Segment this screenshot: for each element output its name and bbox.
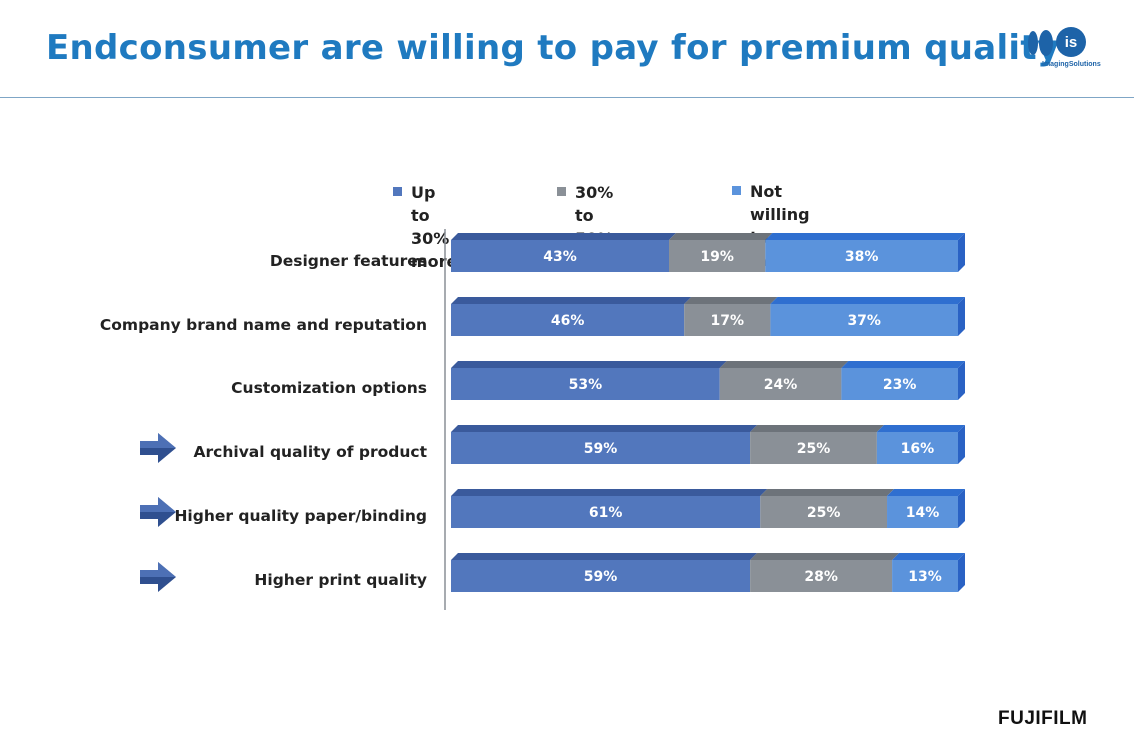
bar-side-face [958, 297, 965, 336]
bar-segment [719, 368, 842, 400]
data-label: 38% [845, 249, 879, 265]
title-divider [0, 97, 1134, 98]
data-label: 25% [797, 441, 831, 457]
bar-side-face [958, 489, 965, 528]
bar-side-face [958, 233, 965, 272]
category-label: Company brand name and reputation [99, 316, 427, 334]
category-label: Higher quality paper/binding [174, 507, 427, 525]
bar-segment-top [750, 425, 884, 432]
arrow-right-icon [140, 497, 176, 527]
bar-segment [669, 240, 766, 272]
bar-segment [451, 496, 761, 528]
bar-segment [750, 432, 877, 464]
bar-segment-top [765, 233, 965, 240]
bar-segment-top [669, 233, 773, 240]
arrow-right-icon [140, 433, 176, 463]
arrow-right-icon [140, 562, 176, 592]
data-label: 13% [908, 569, 942, 585]
data-label: 43% [543, 249, 577, 265]
logo-text: ImagingSolutions [1042, 61, 1101, 68]
bar-segment [451, 432, 751, 464]
category-label: Higher print quality [254, 571, 427, 589]
bar-segment [887, 496, 958, 528]
bar-segment-top [876, 425, 965, 432]
legend-swatch [393, 187, 402, 196]
data-label: 19% [700, 249, 734, 265]
data-label: 59% [584, 441, 618, 457]
bar-segment-top [451, 553, 758, 560]
bar-segment [451, 560, 751, 592]
data-label: 16% [901, 441, 935, 457]
bar-segment-top [451, 489, 768, 496]
data-label: 59% [584, 569, 618, 585]
category-label: Designer features [269, 252, 427, 270]
bar-segment [684, 304, 771, 336]
bar-segment-top [760, 489, 895, 496]
bar-segment-top [451, 297, 692, 304]
data-label: 17% [711, 313, 745, 329]
legend-swatch [732, 186, 741, 195]
bar-segment-top [892, 553, 965, 560]
bar-side-face [958, 553, 965, 592]
data-label: 24% [764, 377, 798, 393]
bar-segment-top [719, 361, 849, 368]
bar-segment-top [684, 297, 778, 304]
bar-segment-top [451, 361, 727, 368]
bar-segment-top [451, 233, 677, 240]
legend-swatch [557, 187, 566, 196]
bar-segment [451, 304, 685, 336]
logo-mark-text: is [1065, 34, 1078, 51]
bar-side-face [958, 425, 965, 464]
bar-segment [750, 560, 893, 592]
bar-segment-top [750, 553, 900, 560]
category-label: Customization options [231, 379, 427, 397]
legend-label: Up to 30% more [411, 183, 458, 271]
bar-segment-top [451, 425, 758, 432]
data-label: 14% [906, 505, 940, 521]
data-label: 25% [807, 505, 841, 521]
data-label: 23% [883, 377, 917, 393]
data-label: 28% [804, 569, 838, 585]
page-title: Endconsumer are willing to pay for premi… [46, 28, 1060, 68]
bar-segment [876, 432, 958, 464]
category-label: Archival quality of product [193, 443, 427, 461]
imaging-solutions-logo: is [1028, 27, 1086, 57]
bar-segment [451, 240, 670, 272]
data-label: 61% [589, 505, 623, 521]
data-label: 53% [569, 377, 603, 393]
fujifilm-logo: FUJIFILM [998, 708, 1088, 729]
bar-segment [760, 496, 888, 528]
bar-segment-top [887, 489, 965, 496]
bar-segment [770, 304, 958, 336]
bar-segment [451, 368, 720, 400]
bar-segment-top [770, 297, 965, 304]
data-label: 46% [551, 313, 585, 329]
data-label: 37% [847, 313, 881, 329]
bar-segment-top [841, 361, 965, 368]
bar-side-face [958, 361, 965, 400]
bar-segment [765, 240, 958, 272]
bar-segment [841, 368, 958, 400]
bar-segment [892, 560, 958, 592]
